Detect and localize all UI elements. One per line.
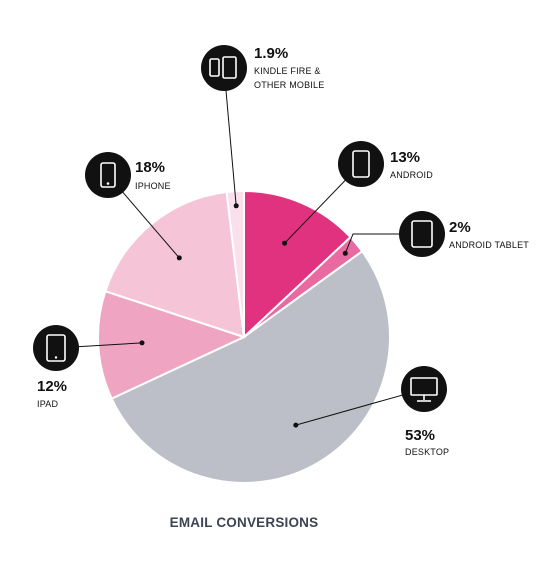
leader-dot [233,203,239,209]
data-label-desktop: DESKTOP [405,447,449,457]
pie-slice-android [243,189,352,340]
leader-dot [342,250,348,256]
leader-dot [282,240,288,246]
callout-desktop: 53% DESKTOP [401,366,449,457]
chart-title: EMAIL CONVERSIONS [170,515,319,530]
data-label-kindle-line2: OTHER MOBILE [254,80,324,90]
callout-ipad: 12% IPAD [33,325,79,409]
leader-dot [293,422,299,428]
data-label-ipad: IPAD [37,399,58,409]
data-label-android-tablet: ANDROID TABLET [449,240,529,250]
data-label-kindle-percent: 1.9% [254,45,288,62]
callout-kindle: 1.9% KINDLE FIRE & OTHER MOBILE [201,45,324,91]
data-label-android: ANDROID [390,170,433,180]
leader-dot [139,340,145,346]
data-label-desktop-percent: 53% [405,427,435,444]
leader-dot [176,255,182,261]
tablet-icon [33,325,79,371]
data-label-ipad-percent: 12% [37,378,67,395]
smartphone-icon [85,152,131,198]
data-label-kindle-line1: KINDLE FIRE & [254,66,321,76]
phone-tablet-icon [201,45,247,91]
data-label-android-tablet-percent: 2% [449,219,471,236]
data-label-iphone-percent: 18% [135,159,165,176]
monitor-icon [401,366,447,412]
data-label-iphone: IPHONE [135,181,171,191]
leader-line [223,67,237,206]
smartphone-icon [338,141,384,187]
data-label-android-percent: 13% [390,149,420,166]
tablet-icon [399,211,445,257]
callout-iphone: 18% IPHONE [85,152,171,198]
pie-slices [97,189,391,484]
callout-android: 13% ANDROID [338,141,433,187]
pie-slice-desktop [110,249,391,484]
callout-android-tablet: 2% ANDROID TABLET [399,211,529,257]
pie-slice-iphone [104,190,246,339]
